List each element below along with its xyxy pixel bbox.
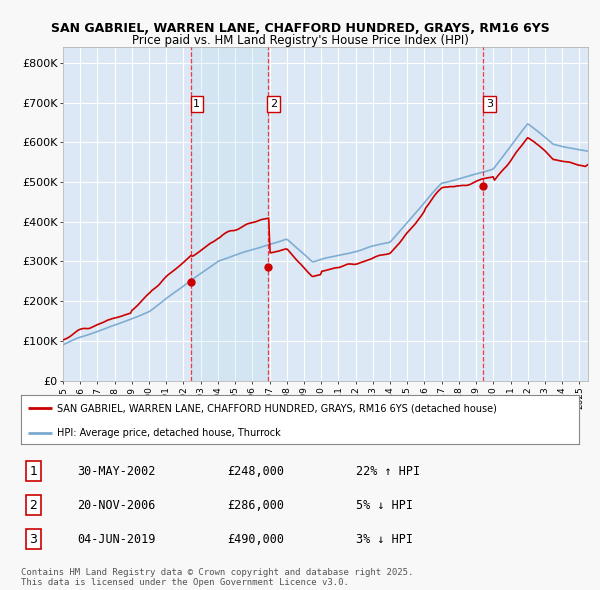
Text: Price paid vs. HM Land Registry's House Price Index (HPI): Price paid vs. HM Land Registry's House … (131, 34, 469, 47)
Text: 2: 2 (270, 99, 277, 109)
Text: HPI: Average price, detached house, Thurrock: HPI: Average price, detached house, Thur… (57, 428, 281, 438)
Text: £490,000: £490,000 (227, 533, 284, 546)
Text: 22% ↑ HPI: 22% ↑ HPI (356, 464, 420, 477)
Text: £286,000: £286,000 (227, 499, 284, 512)
Text: 5% ↓ HPI: 5% ↓ HPI (356, 499, 413, 512)
Text: 1: 1 (193, 99, 200, 109)
Text: 2: 2 (29, 499, 37, 512)
Text: £248,000: £248,000 (227, 464, 284, 477)
Text: SAN GABRIEL, WARREN LANE, CHAFFORD HUNDRED, GRAYS, RM16 6YS: SAN GABRIEL, WARREN LANE, CHAFFORD HUNDR… (50, 22, 550, 35)
Text: 3% ↓ HPI: 3% ↓ HPI (356, 533, 413, 546)
Text: 3: 3 (486, 99, 493, 109)
Text: 20-NOV-2006: 20-NOV-2006 (77, 499, 155, 512)
Text: 04-JUN-2019: 04-JUN-2019 (77, 533, 155, 546)
Text: 3: 3 (29, 533, 37, 546)
Text: SAN GABRIEL, WARREN LANE, CHAFFORD HUNDRED, GRAYS, RM16 6YS (detached house): SAN GABRIEL, WARREN LANE, CHAFFORD HUNDR… (57, 404, 497, 414)
Text: Contains HM Land Registry data © Crown copyright and database right 2025.
This d: Contains HM Land Registry data © Crown c… (21, 568, 413, 587)
Text: 30-MAY-2002: 30-MAY-2002 (77, 464, 155, 477)
Bar (191, 47, 268, 381)
Text: 1: 1 (29, 464, 37, 477)
